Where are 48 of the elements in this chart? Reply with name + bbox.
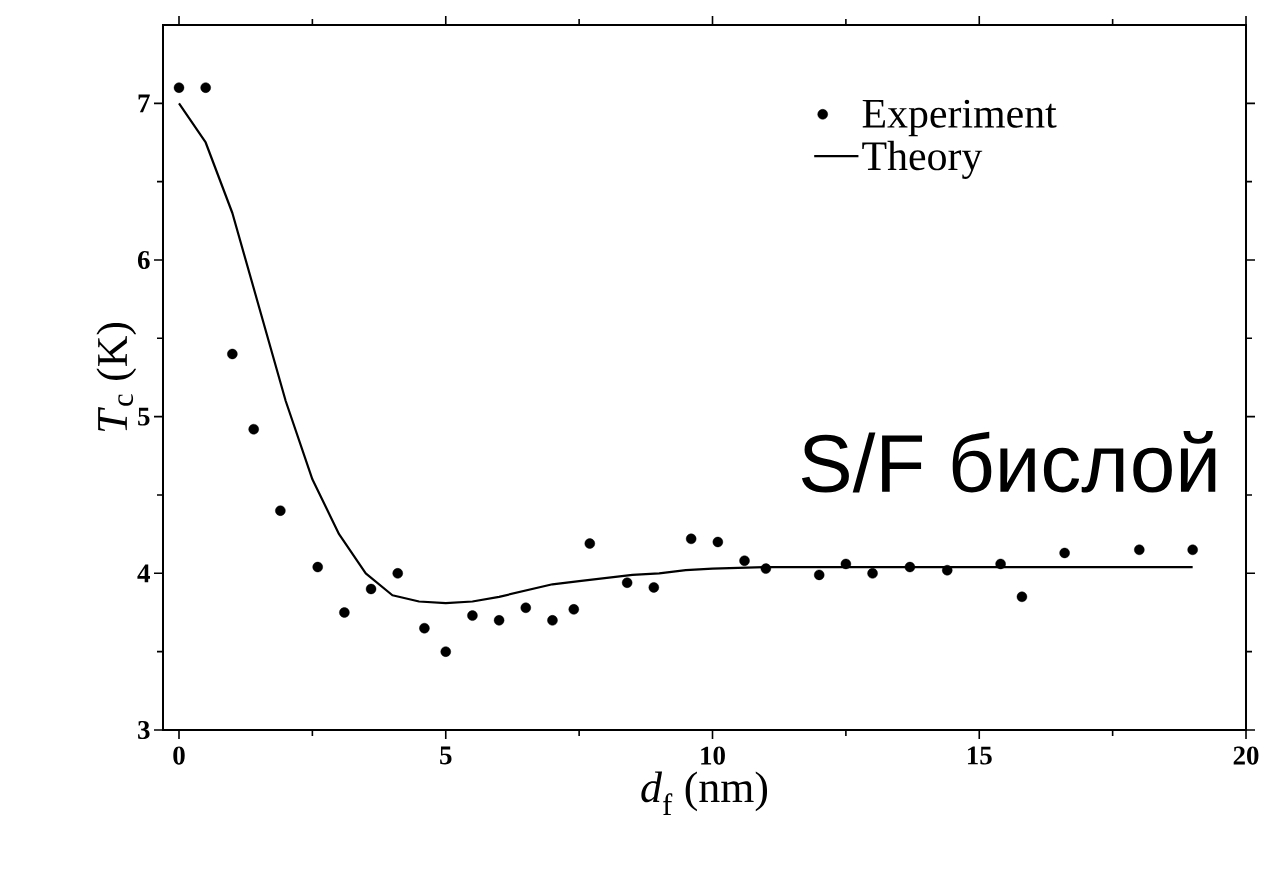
- point: [1187, 544, 1198, 556]
- point: [621, 577, 633, 588]
- point: [227, 348, 238, 360]
- point: [739, 555, 750, 566]
- annotation: S/F бислой: [801, 431, 1216, 493]
- point: [339, 607, 350, 618]
- point: [685, 533, 697, 545]
- point: [942, 564, 953, 576]
- point: [648, 582, 660, 593]
- point: [814, 569, 825, 581]
- x-tick-label: 5: [440, 746, 452, 765]
- y-tick-label: 4: [137, 564, 150, 583]
- point: [248, 423, 259, 435]
- legend-label: Theory: [862, 140, 983, 179]
- point: [568, 604, 579, 615]
- x-axis-title: d$_{f}$ (nm): [641, 771, 768, 815]
- y-axis-title: T$_{c}$ (K): [96, 322, 137, 432]
- x-tick-label: 0: [173, 746, 185, 765]
- point: [1016, 591, 1028, 603]
- point: [392, 568, 403, 579]
- point: [712, 536, 724, 548]
- y-tick-label: 6: [137, 250, 150, 270]
- x-tick-label: 20: [1233, 746, 1259, 765]
- point: [440, 646, 451, 657]
- x-tick-label: 10: [701, 746, 725, 765]
- point: [275, 505, 286, 516]
- point: [419, 622, 430, 634]
- point: [1134, 544, 1145, 556]
- point: [840, 558, 852, 570]
- point: [312, 561, 323, 573]
- point: [173, 82, 185, 93]
- point: [995, 558, 1006, 570]
- y-tick-label: 7: [138, 94, 150, 113]
- point: [584, 538, 595, 549]
- point: [493, 615, 505, 626]
- point: [904, 561, 916, 573]
- point: [520, 602, 531, 613]
- point: [760, 563, 772, 574]
- legend-label: Experiment: [862, 99, 1057, 137]
- point: [547, 615, 558, 626]
- point: [200, 82, 211, 93]
- y-tick-label: 5: [138, 407, 150, 426]
- y-tick-label: 3: [138, 720, 150, 740]
- point: [467, 610, 478, 621]
- point: [867, 568, 878, 579]
- point: [1059, 547, 1070, 559]
- point: [365, 583, 377, 595]
- x-tick-label: 15: [967, 746, 992, 765]
